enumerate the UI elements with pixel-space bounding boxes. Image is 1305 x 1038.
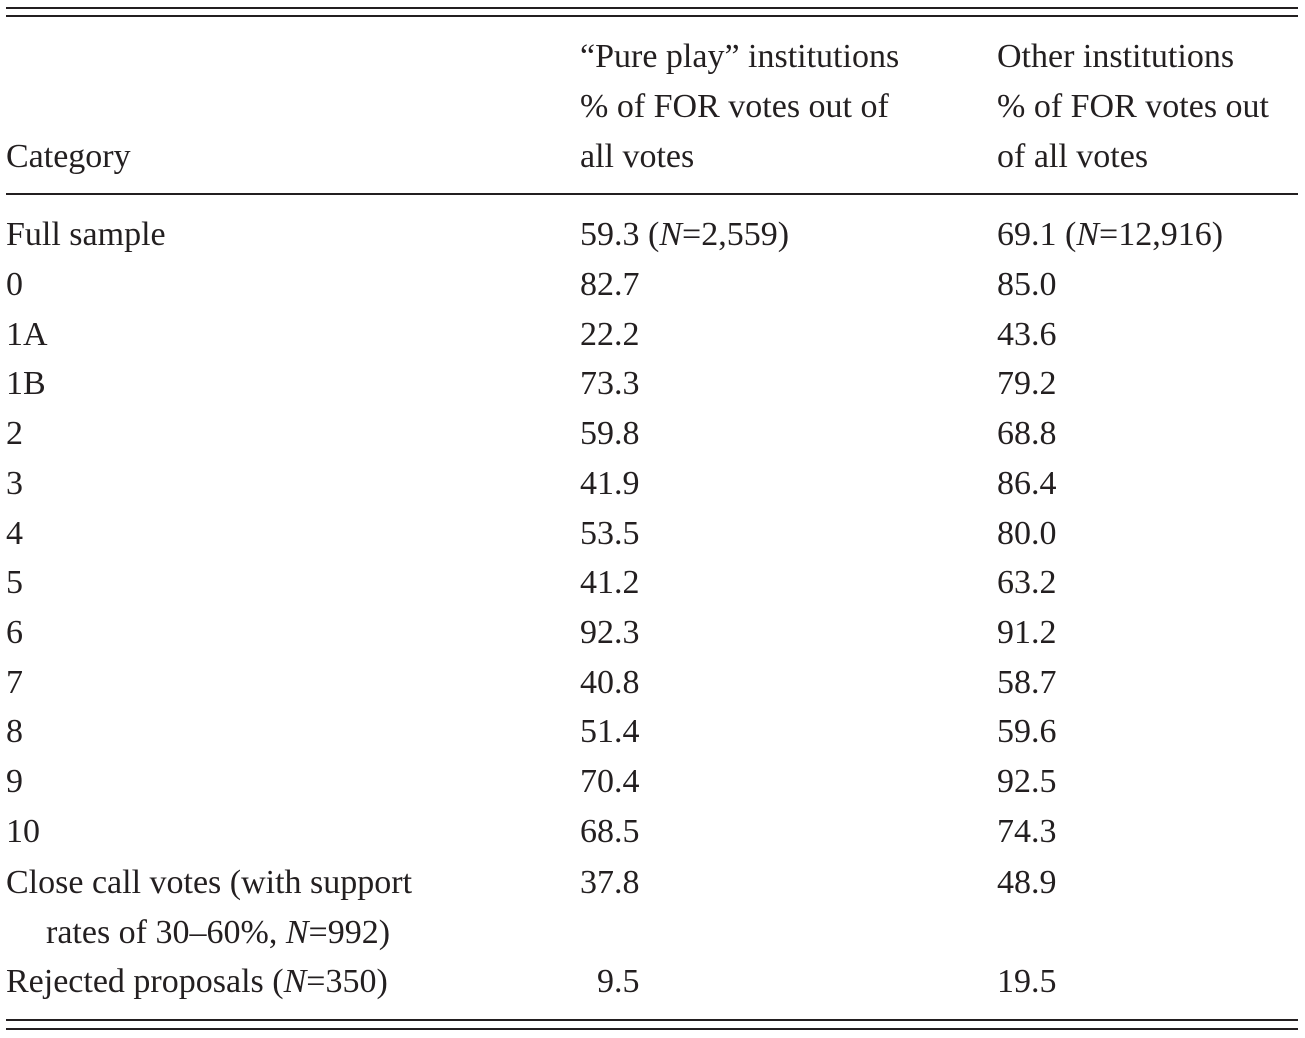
row-pure-value: 41.9 [580, 465, 640, 502]
header-other-line-2: % of FOR votes out [997, 88, 1269, 125]
header-category: Category [6, 138, 131, 175]
data-table: Category “Pure play” institutions % of F… [6, 0, 1298, 1038]
header-other-line-3: of all votes [997, 138, 1149, 175]
row-category: 4 [6, 515, 23, 552]
header-rule [6, 193, 1298, 195]
row-other-value: 80.0 [997, 515, 1057, 552]
header-other-line-1: Other institutions [997, 38, 1235, 75]
row-other-value: 91.2 [997, 614, 1057, 651]
row-other-value: 79.2 [997, 365, 1057, 402]
row-category: 10 [6, 813, 40, 850]
header-pure-play-line-3: all votes [580, 138, 695, 175]
row-pure-value: 53.5 [580, 515, 640, 552]
row-pure-value: 59.3 (N=2,559) [580, 216, 790, 253]
row-category: 3 [6, 465, 23, 502]
close-call-other-value: 48.9 [997, 864, 1057, 901]
header-pure-play-line-2: % of FOR votes out of [580, 88, 889, 125]
row-category: 9 [6, 763, 23, 800]
rejected-other-value: 19.5 [997, 963, 1057, 1000]
row-pure-value: 51.4 [580, 713, 640, 750]
row-pure-value: 82.7 [580, 266, 640, 303]
row-other-value: 59.6 [997, 713, 1057, 750]
row-category: 2 [6, 415, 23, 452]
bottom-rule-1 [6, 1019, 1298, 1021]
row-pure-value: 40.8 [580, 664, 640, 701]
close-call-pure-value: 37.8 [580, 864, 640, 901]
row-other-value: 74.3 [997, 813, 1057, 850]
row-pure-value: 41.2 [580, 564, 640, 601]
row-category: 6 [6, 614, 23, 651]
row-category: 7 [6, 664, 23, 701]
top-rule-2 [6, 15, 1298, 17]
row-pure-value: 70.4 [580, 763, 640, 800]
row-other-value: 85.0 [997, 266, 1057, 303]
row-category: 0 [6, 266, 23, 303]
row-other-value: 69.1 (N=12,916) [997, 216, 1224, 253]
close-call-label-line-2: rates of 30–60%, N=992) [46, 914, 391, 951]
header-pure-play-line-1: “Pure play” institutions [580, 38, 900, 75]
top-rule-1 [6, 7, 1298, 9]
row-pure-value: 68.5 [580, 813, 640, 850]
row-category: 5 [6, 564, 23, 601]
bottom-rule-2 [6, 1028, 1298, 1030]
row-pure-value: 92.3 [580, 614, 640, 651]
rejected-label: Rejected proposals (N=350) [6, 963, 388, 1000]
row-pure-value: 73.3 [580, 365, 640, 402]
rejected-pure-value: 9.5 [580, 963, 640, 1000]
row-other-value: 92.5 [997, 763, 1057, 800]
row-other-value: 86.4 [997, 465, 1057, 502]
close-call-label-line-1: Close call votes (with support [6, 864, 413, 901]
row-category: 1A [6, 316, 48, 353]
row-pure-value: 22.2 [580, 316, 640, 353]
row-other-value: 68.8 [997, 415, 1057, 452]
row-other-value: 63.2 [997, 564, 1057, 601]
row-other-value: 43.6 [997, 316, 1057, 353]
row-category: 1B [6, 365, 46, 402]
row-category: Full sample [6, 216, 166, 253]
row-other-value: 58.7 [997, 664, 1057, 701]
row-category: 8 [6, 713, 23, 750]
row-pure-value: 59.8 [580, 415, 640, 452]
